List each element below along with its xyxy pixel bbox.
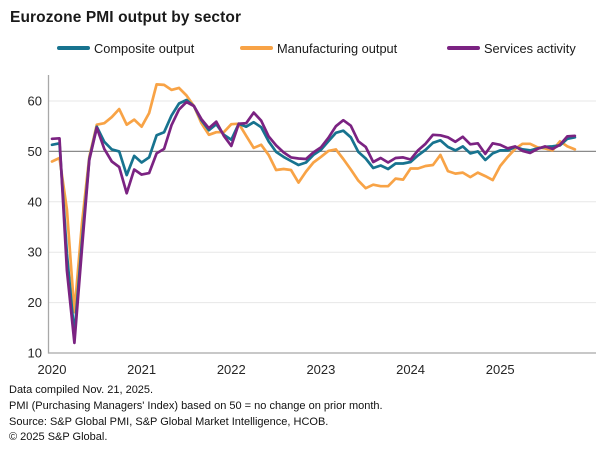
y-tick-label-60: 60: [28, 94, 42, 109]
y-tick-label-30: 30: [28, 245, 42, 260]
line-chart-plot: 10 20 30 40 50 60 2020 2021 2022 2023 2024 2025: [28, 75, 596, 377]
x-tick-label-2022: 2022: [217, 362, 246, 377]
series-line-composite-output: [50, 98, 577, 337]
x-tick-label-2020: 2020: [38, 362, 67, 377]
x-tick-label-2023: 2023: [306, 362, 335, 377]
legend-item-services: Services activity: [447, 40, 576, 56]
footnote-copyright: © 2025 S&P Global.: [9, 431, 108, 444]
y-tick-label-20: 20: [28, 295, 42, 310]
chart-footnotes: Data compiled Nov. 21, 2025. PMI (Purcha…: [9, 383, 383, 446]
legend-item-manufacturing: Manufacturing output: [240, 40, 398, 56]
x-tick-label-2021: 2021: [127, 362, 156, 377]
legend-label-composite: Composite output: [94, 40, 195, 56]
services-line-swatch-icon: [447, 46, 480, 50]
x-tick-label-2024: 2024: [396, 362, 425, 377]
manufacturing-line-swatch-icon: [240, 46, 273, 50]
y-tick-label-50: 50: [28, 144, 42, 159]
legend-item-composite: Composite output: [57, 40, 195, 56]
legend-label-services: Services activity: [484, 40, 576, 56]
legend-label-manufacturing: Manufacturing output: [277, 40, 398, 56]
footnote-pmi-definition: PMI (Purchasing Managers' Index) based o…: [9, 399, 383, 412]
composite-line-swatch-icon: [57, 46, 90, 50]
footnote-data-compiled: Data compiled Nov. 21, 2025.: [9, 384, 154, 396]
series-line-services-activity: [50, 100, 577, 345]
x-tick-label-2025: 2025: [486, 362, 515, 377]
y-tick-label-40: 40: [28, 194, 42, 209]
footnote-source: Source: S&P Global PMI, S&P Global Marke…: [9, 415, 329, 428]
y-tick-label-10: 10: [28, 346, 42, 361]
series-line-manufacturing-output: [50, 83, 577, 314]
chart-title: Eurozone PMI output by sector: [10, 9, 242, 26]
